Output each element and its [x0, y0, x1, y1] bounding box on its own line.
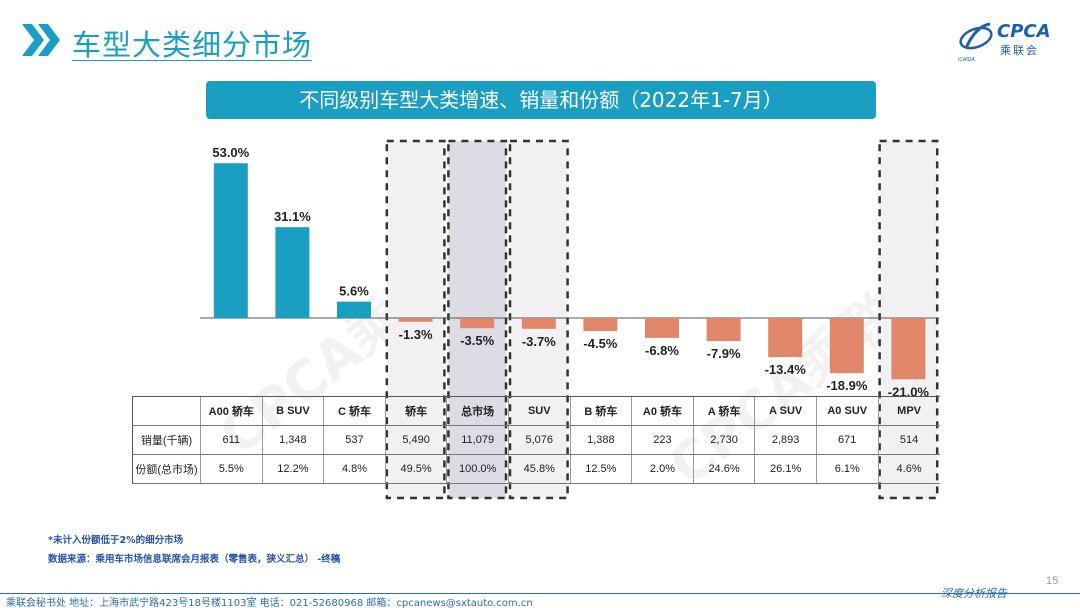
table-cell: 1,388 [569, 425, 632, 455]
table-cell: 537 [323, 425, 386, 455]
data-label: -3.7% [522, 334, 556, 349]
highlight-frame [447, 139, 508, 500]
table-row-sales: 销量(千辆) 611 1,348 537 5,490 11,079 5,076 … [132, 425, 940, 455]
table-cell: 24.6% [692, 454, 755, 484]
table-row-header: 份额(总市场) [132, 454, 201, 484]
table-header-cell: A 轿车 [692, 396, 755, 426]
bar [645, 318, 679, 338]
table-cell: 26.1% [754, 454, 817, 484]
bar [891, 318, 926, 380]
table-header-cell: B 轿车 [569, 396, 632, 426]
data-source-note: 数据来源：乘用车市场信息联席会月报表（零售表，狭义汇总） -终稿 [48, 554, 341, 565]
table-header-cell: C 轿车 [323, 396, 386, 426]
data-label: -7.9% [707, 346, 741, 361]
table-row-header: 销量(千辆) [132, 425, 201, 455]
table-header-cell: MPV [877, 396, 940, 426]
data-label: -13.4% [765, 362, 807, 377]
table-header-cell: A SUV [754, 396, 817, 426]
logo-mark: ICAIDA [958, 57, 975, 63]
highlight-frame [385, 139, 446, 500]
table-header-cell: SUV [507, 396, 571, 426]
page-title: 车型大类细分市场 [72, 28, 313, 62]
cpca-logo-icon [959, 22, 993, 50]
table-cell: 2,893 [754, 425, 817, 455]
highlight-frame [508, 139, 569, 500]
table-cell: 5.5% [200, 454, 263, 484]
table-cell: 12.5% [569, 454, 632, 484]
bar [337, 301, 371, 318]
table-header-cell: A0 SUV [815, 396, 879, 426]
data-label: -21.0% [888, 384, 930, 399]
table-header-cell: 轿车 [384, 396, 447, 426]
data-label: -3.5% [460, 333, 494, 348]
logo-text: CPCA [997, 21, 1051, 42]
table-cell: 5,076 [507, 425, 571, 455]
bar [398, 318, 433, 322]
table-cell: 671 [815, 425, 879, 455]
bar [521, 318, 556, 329]
data-label: 53.0% [212, 145, 249, 160]
table-cell: 45.8% [507, 454, 571, 484]
table-cell: 49.5% [384, 454, 447, 484]
footnote: *未计入份额低于2%的细分市场 [48, 535, 184, 546]
footer-divider [0, 593, 1080, 594]
table-cell: 5,490 [384, 425, 447, 455]
data-label: 5.6% [339, 284, 369, 299]
table-row-share: 份额(总市场) 5.5% 12.2% 4.8% 49.5% 100.0% 45.… [132, 454, 940, 484]
table-cell: 6.1% [815, 454, 879, 484]
page-number: 15 [1046, 575, 1059, 587]
data-label: 31.1% [274, 209, 311, 224]
data-label: -1.3% [399, 327, 433, 342]
bar [213, 163, 248, 318]
footer-contact: 乘联会秘书处 地址：上海市武宁路423号18号楼1103室 电话：021-526… [6, 598, 533, 608]
table-cell: 611 [200, 425, 263, 455]
bar [706, 318, 741, 342]
chevron-right-icon [22, 24, 60, 56]
table-header-cell: 总市场 [446, 396, 509, 426]
bar [460, 318, 495, 329]
table-cell: 1,348 [261, 425, 324, 455]
data-label: -6.8% [645, 343, 679, 358]
bar [768, 318, 803, 358]
table-header-cell: A00 轿车 [200, 396, 263, 426]
table-cell: 4.6% [877, 454, 940, 484]
chart-title-banner: 不同级别车型大类增速、销量和份额（2022年1-7月） [206, 81, 876, 119]
table-cell: 4.8% [323, 454, 386, 484]
bar [583, 318, 618, 332]
bar [829, 318, 864, 374]
table-cell: 514 [877, 425, 940, 455]
table-cell: 2,730 [692, 425, 755, 455]
data-label: -18.9% [826, 378, 868, 393]
table-cell: 11,079 [446, 425, 509, 455]
logo-subtitle: 乘联会 [1000, 44, 1039, 57]
table-cell: 223 [631, 425, 694, 455]
table-cell: 100.0% [446, 454, 509, 484]
table-cell: 12.2% [261, 454, 324, 484]
table-header-cell: B SUV [261, 396, 324, 426]
table-corner-cell [132, 396, 201, 426]
highlight-frame [878, 139, 939, 500]
data-label: -4.5% [583, 336, 617, 351]
table-header-row: A00 轿车 B SUV C 轿车 轿车 总市场 SUV B 轿车 A0 轿车 … [132, 396, 940, 426]
table-cell: 2.0% [631, 454, 694, 484]
table-header-cell: A0 轿车 [631, 396, 694, 426]
bar [275, 227, 310, 318]
data-table: A00 轿车 B SUV C 轿车 轿车 总市场 SUV B 轿车 A0 轿车 … [132, 396, 940, 484]
